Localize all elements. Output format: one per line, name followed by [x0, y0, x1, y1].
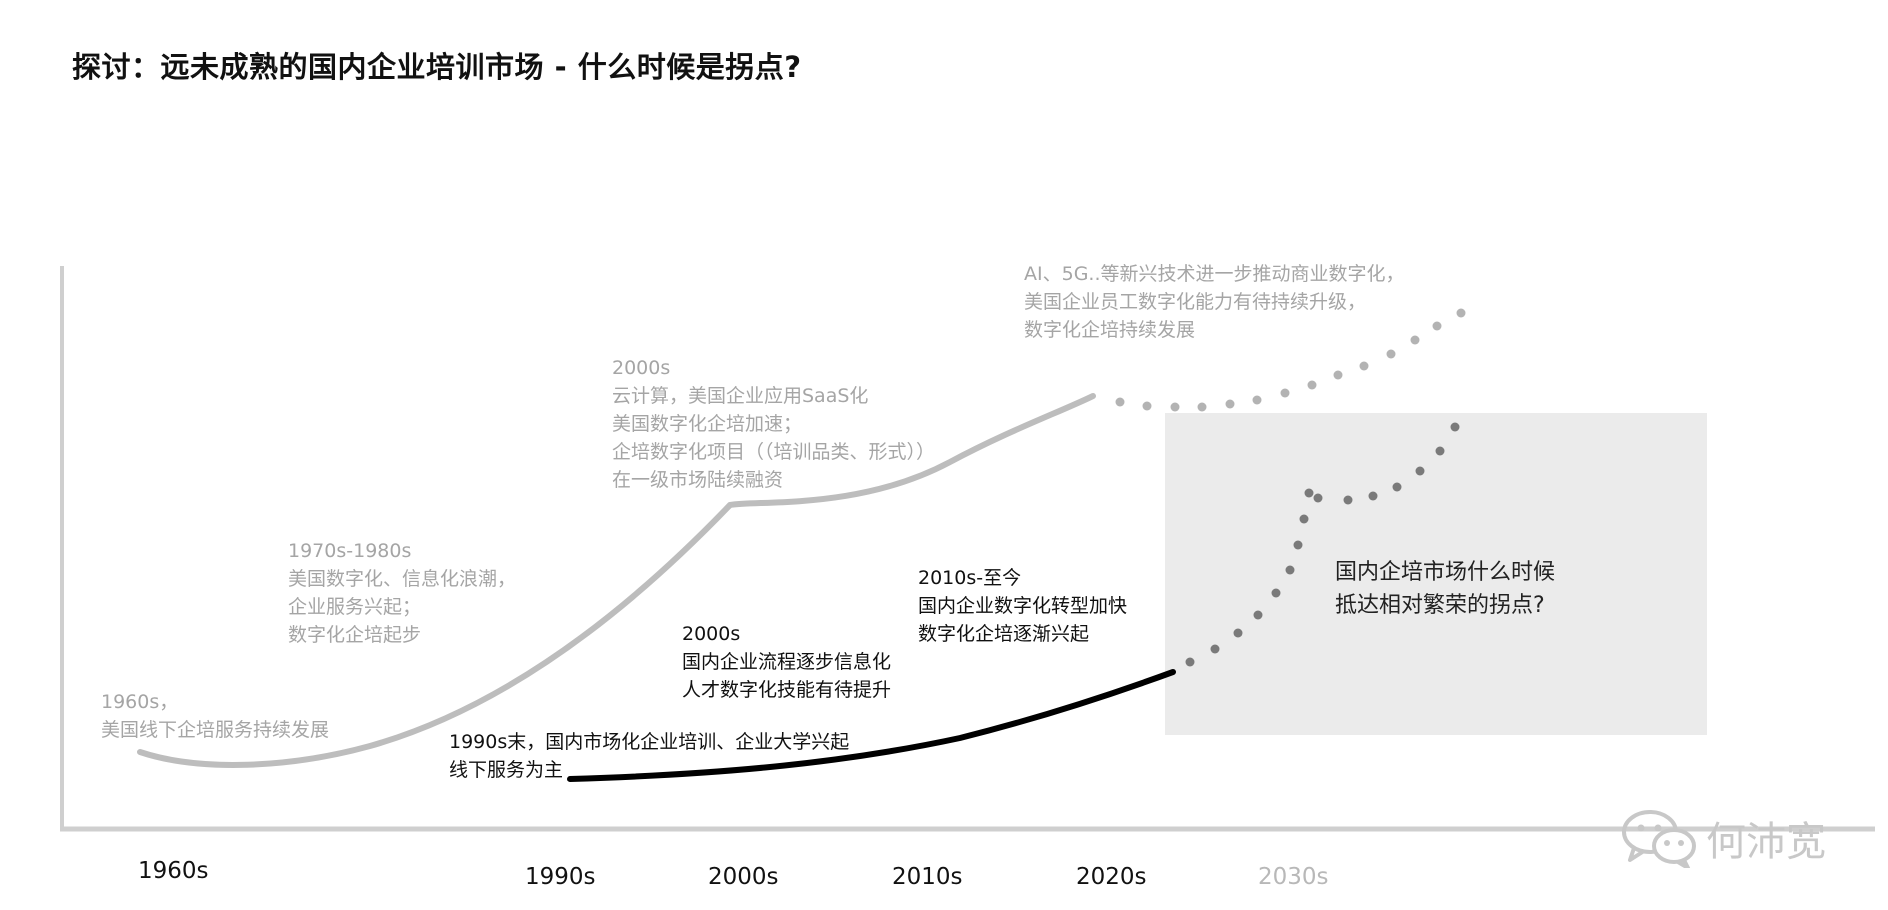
annotation-cn-2010s: 2010s-至今 国内企业数字化转型加快 数字化企培逐渐兴起	[918, 567, 1128, 645]
turning-point-box	[1165, 413, 1707, 735]
turning-point-question: 国内企培市场什么时候 抵达相对繁荣的拐点?	[1335, 560, 1556, 618]
us-future-dots	[1115, 308, 1466, 412]
cn-future-dots	[1185, 422, 1460, 667]
watermark-text: 何沛宽	[1706, 819, 1826, 865]
tick-2010s: 2010s	[892, 864, 963, 890]
tick-1990s: 1990s	[525, 864, 596, 890]
watermark: 何沛宽	[1620, 808, 1826, 868]
wechat-icon	[1622, 810, 1696, 868]
annotation-us-2000s: 2000s 云计算，美国企业应用SaaS化 美国数字化企培加速； 企培数字化项目…	[612, 357, 936, 491]
page-title: 探讨：远未成熟的国内企业培训市场 - 什么时候是拐点?	[72, 50, 802, 84]
annotation-cn-1990s: 1990s末，国内市场化企业培训、企业大学兴起 线下服务为主	[449, 731, 850, 781]
tick-1960s: 1960s	[138, 858, 209, 884]
tick-2030s: 2030s	[1258, 864, 1329, 890]
us-market-curve	[137, 393, 1096, 768]
tick-2000s: 2000s	[708, 864, 779, 890]
annotation-us-1970s: 1970s-1980s 美国数字化、信息化浪潮， 企业服务兴起； 数字化企培起步	[288, 540, 517, 646]
annotation-cn-2000s: 2000s 国内企业流程逐步信息化 人才数字化技能有待提升	[682, 623, 892, 701]
annotation-us-1960s: 1960s， 美国线下企培服务持续发展	[101, 691, 330, 741]
cn-market-curve	[567, 669, 1176, 782]
tick-2020s: 2020s	[1076, 864, 1147, 890]
annotation-us-future: AI、5G..等新兴技术进一步推动商业数字化， 美国企业员工数字化能力有待持续升…	[1024, 263, 1405, 341]
